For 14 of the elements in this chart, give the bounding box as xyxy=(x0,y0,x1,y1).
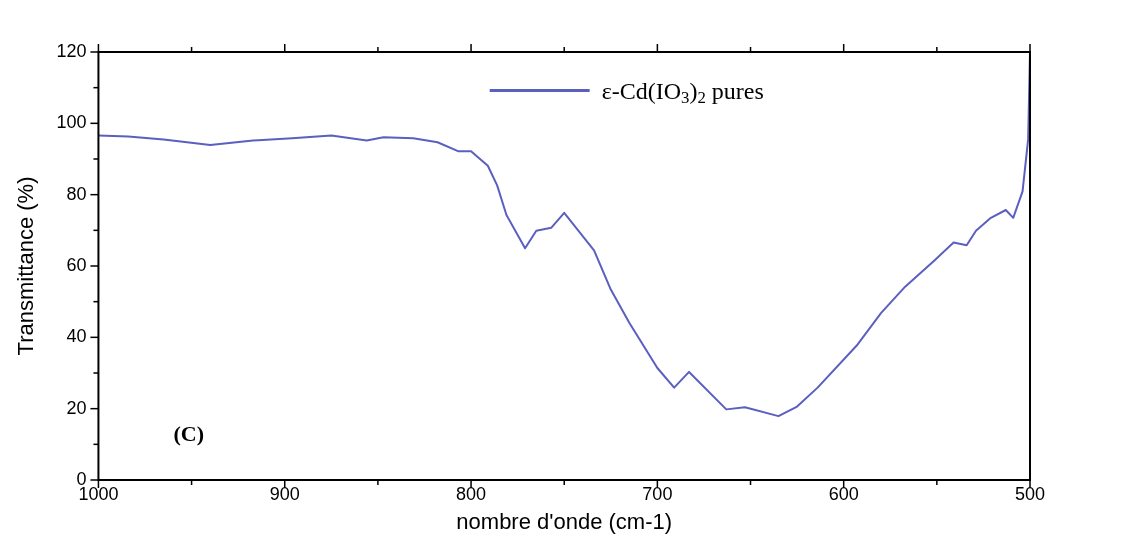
x-tick-label: 600 xyxy=(828,483,859,504)
y-tick-label: 100 xyxy=(56,112,87,133)
x-tick-label: 800 xyxy=(456,483,487,504)
y-axis-title: Transmittance (%) xyxy=(13,176,39,356)
annotation: (C) xyxy=(173,420,204,446)
y-tick-label: 80 xyxy=(66,183,87,204)
x-tick-label: 700 xyxy=(642,483,673,504)
y-tick-label: 60 xyxy=(66,254,87,275)
x-tick-label: 500 xyxy=(1014,483,1046,504)
x-axis-title: nombre d'onde (cm-1) xyxy=(456,508,673,534)
x-tick-label: 900 xyxy=(269,483,300,504)
y-tick-label: 40 xyxy=(66,326,87,347)
y-tick-label: 120 xyxy=(56,40,87,61)
y-tick-label: 20 xyxy=(66,397,87,418)
